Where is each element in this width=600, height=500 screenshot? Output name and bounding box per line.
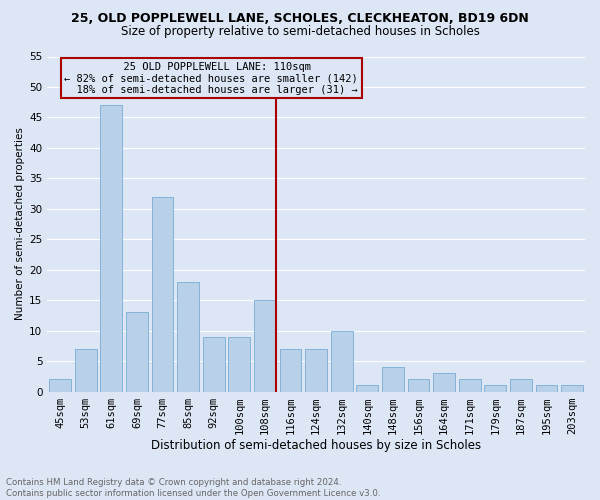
Bar xyxy=(459,380,481,392)
Bar xyxy=(331,330,353,392)
Bar xyxy=(382,367,404,392)
Text: 25, OLD POPPLEWELL LANE, SCHOLES, CLECKHEATON, BD19 6DN: 25, OLD POPPLEWELL LANE, SCHOLES, CLECKH… xyxy=(71,12,529,26)
Bar xyxy=(407,380,430,392)
Bar xyxy=(562,386,583,392)
Bar xyxy=(177,282,199,392)
Text: Size of property relative to semi-detached houses in Scholes: Size of property relative to semi-detach… xyxy=(121,25,479,38)
Text: Contains HM Land Registry data © Crown copyright and database right 2024.
Contai: Contains HM Land Registry data © Crown c… xyxy=(6,478,380,498)
Bar xyxy=(510,380,532,392)
Bar xyxy=(254,300,276,392)
Bar xyxy=(229,337,250,392)
Text: 25 OLD POPPLEWELL LANE: 110sqm
← 82% of semi-detached houses are smaller (142)
 : 25 OLD POPPLEWELL LANE: 110sqm ← 82% of … xyxy=(64,62,358,94)
Y-axis label: Number of semi-detached properties: Number of semi-detached properties xyxy=(15,128,25,320)
Bar xyxy=(356,386,378,392)
Bar xyxy=(100,105,122,392)
Bar xyxy=(75,349,97,392)
X-axis label: Distribution of semi-detached houses by size in Scholes: Distribution of semi-detached houses by … xyxy=(151,440,481,452)
Bar xyxy=(152,196,173,392)
Bar xyxy=(203,337,224,392)
Bar xyxy=(126,312,148,392)
Bar xyxy=(280,349,301,392)
Bar xyxy=(305,349,327,392)
Bar xyxy=(433,374,455,392)
Bar xyxy=(49,380,71,392)
Bar xyxy=(536,386,557,392)
Bar xyxy=(484,386,506,392)
